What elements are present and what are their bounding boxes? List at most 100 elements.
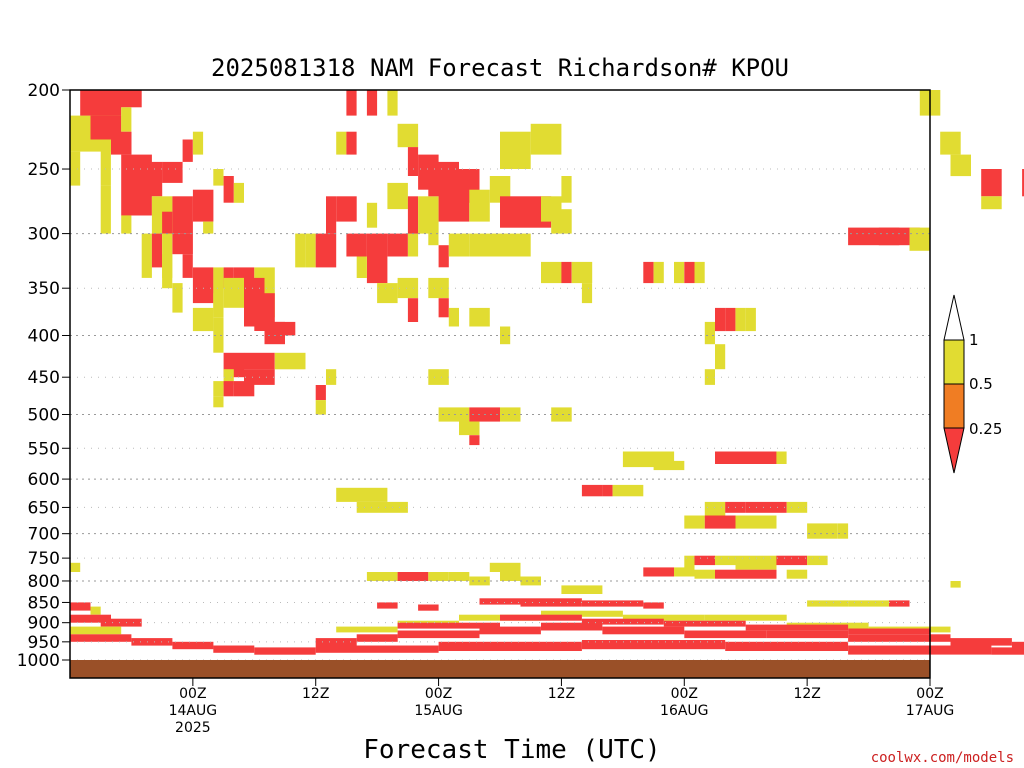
ri-cell: [674, 567, 695, 577]
ri-cell: [581, 283, 593, 304]
ri-cell: [704, 501, 726, 519]
ri-cell: [172, 283, 183, 313]
x-tick-label: 17AUG: [906, 703, 955, 719]
ri-cell: [459, 421, 480, 436]
ri-cell: [274, 321, 296, 336]
ri-band: [213, 645, 255, 653]
ri-cell: [438, 189, 470, 222]
ri-cell: [407, 147, 419, 176]
ri-cell: [397, 572, 429, 581]
credit-link-text[interactable]: coolwx.com/models: [871, 750, 1014, 766]
ri-cell: [213, 317, 224, 353]
ri-cell: [151, 233, 163, 268]
ri-cell: [715, 451, 736, 464]
ri-cell: [397, 277, 419, 299]
ri-cell: [581, 484, 603, 497]
ri-cell: [407, 196, 419, 234]
ri-band: [397, 622, 500, 629]
ri-cell: [326, 369, 337, 385]
ri-band: [643, 602, 664, 609]
ri-cell: [233, 381, 255, 397]
ri-cell: [162, 254, 173, 278]
ri-cell: [356, 256, 367, 278]
y-tick-label: 950: [28, 633, 60, 653]
ri-band: [541, 610, 623, 617]
ri-band: [704, 614, 787, 621]
ri-cell: [366, 202, 378, 228]
ri-cell: [756, 515, 777, 529]
ri-cell: [571, 261, 593, 284]
y-tick-label: 500: [28, 406, 60, 426]
ri-cell: [438, 298, 449, 318]
y-tick-label: 900: [28, 614, 60, 634]
ri-band: [520, 598, 582, 607]
ri-band: [315, 645, 439, 653]
y-tick-label: 750: [28, 549, 60, 569]
ri-cell: [469, 233, 500, 257]
ri-cell: [684, 515, 705, 529]
y-tick-label: 250: [28, 160, 60, 180]
ri-cell: [735, 569, 777, 579]
ri-cell: [192, 307, 214, 332]
ri-cell: [162, 161, 183, 183]
ri-band: [581, 640, 726, 650]
ri-cell: [684, 555, 695, 570]
ri-cell: [684, 261, 695, 284]
ri-band: [356, 634, 398, 642]
ri-cell: [387, 182, 408, 210]
ri-cell: [366, 256, 388, 284]
ri-cell: [653, 460, 685, 471]
x-tick-label: 00Z: [179, 686, 206, 702]
x-tick-label: 12Z: [548, 686, 575, 702]
y-tick-label: 300: [28, 225, 60, 245]
ri-cell: [909, 227, 930, 251]
ri-cell: [428, 572, 449, 581]
ri-cell: [223, 277, 245, 308]
ri-cell: [428, 369, 449, 385]
ri-cell: [1022, 169, 1024, 197]
ri-cell: [530, 123, 562, 155]
ri-cell: [305, 233, 316, 268]
ri-cell: [346, 131, 357, 155]
ri-cell: [448, 307, 459, 327]
ri-band: [254, 647, 316, 655]
ri-cell: [725, 307, 736, 332]
ri-band: [459, 614, 541, 621]
ri-cell: [121, 107, 132, 132]
y-axis-ticks: 200 250 300 350 400 450 500 550 600 650 700 750 8008…: [17, 81, 70, 671]
y-tick-label: 600: [28, 470, 60, 490]
ri-cell: [541, 261, 562, 284]
ri-cell: [612, 484, 644, 497]
ri-cell: [848, 600, 890, 607]
ri-cell: [643, 567, 674, 577]
y-tick-label: 800: [28, 572, 60, 592]
ri-cell: [356, 501, 408, 513]
ri-cell: [735, 451, 756, 464]
ri-band: [90, 606, 101, 615]
ri-cell: [735, 555, 756, 570]
x-tick-label: 12Z: [793, 686, 820, 702]
ri-cell: [500, 131, 531, 169]
ri-cell: [315, 400, 326, 415]
ri-cell: [448, 572, 470, 581]
ri-band: [397, 630, 480, 639]
ri-cell: [776, 451, 787, 464]
colorbar-top-triangle: [943, 294, 965, 341]
heatmap-cells: [70, 90, 1024, 655]
ri-cell: [551, 209, 572, 234]
ri-cell: [715, 555, 736, 566]
ri-cell: [745, 501, 787, 513]
ri-cell: [366, 233, 388, 257]
ri-cell: [950, 581, 961, 588]
ri-cell: [192, 267, 214, 304]
ri-cell: [981, 169, 1002, 197]
ri-cell: [244, 352, 275, 370]
ri-cell: [674, 261, 685, 284]
ri-cell: [285, 352, 306, 370]
ri-cell: [489, 562, 521, 572]
ri-band: [950, 638, 1012, 646]
ri-cell: [407, 233, 419, 257]
ri-cell: [141, 161, 163, 197]
ri-cell: [438, 245, 449, 268]
